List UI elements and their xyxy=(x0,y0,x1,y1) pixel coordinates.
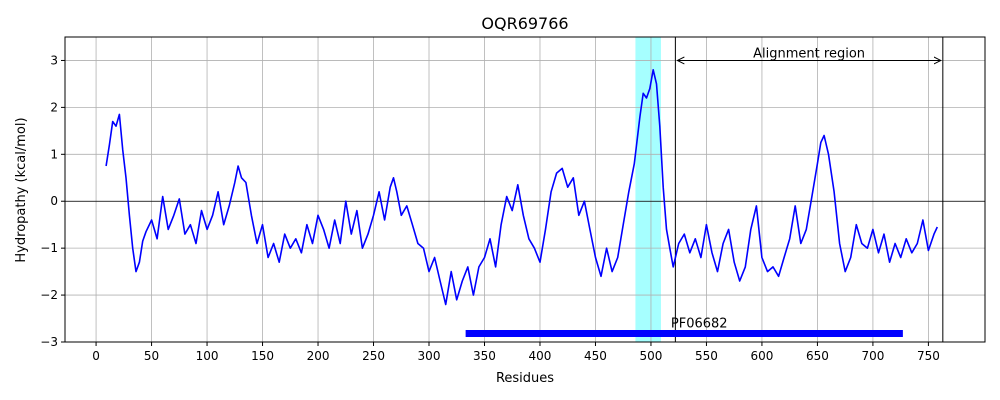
x-axis-label: Residues xyxy=(496,371,554,386)
x-tick-label: 550 xyxy=(695,349,718,363)
y-tick-label: −3 xyxy=(40,335,58,349)
x-tick-label: 700 xyxy=(861,349,884,363)
x-tick-label: 150 xyxy=(251,349,274,363)
x-tick-label: 500 xyxy=(640,349,663,363)
domain-label: PF06682 xyxy=(671,317,728,332)
chart-title: OQR69766 xyxy=(481,14,568,33)
y-axis-label: Hydropathy (kcal/mol) xyxy=(14,117,29,262)
x-tick-label: 50 xyxy=(144,349,159,363)
axes-frame xyxy=(64,36,986,343)
x-tick-label: 0 xyxy=(92,349,100,363)
x-tick-label: 650 xyxy=(806,349,829,363)
y-tick-label: 0 xyxy=(50,194,58,208)
x-tick-label: 450 xyxy=(584,349,607,363)
x-tick-label: 350 xyxy=(473,349,496,363)
x-tick-label: 200 xyxy=(307,349,330,363)
y-tick-label: 2 xyxy=(50,100,58,114)
x-tick-label: 100 xyxy=(196,349,219,363)
x-tick-label: 300 xyxy=(418,349,441,363)
y-tick-label: 3 xyxy=(50,53,58,67)
x-tick-label: 400 xyxy=(529,349,552,363)
x-tick-label: 250 xyxy=(362,349,385,363)
y-tick-label: −2 xyxy=(40,288,58,302)
highlight-region xyxy=(635,37,661,342)
alignment-region-label: Alignment region xyxy=(753,46,865,61)
hydropathy-series-line xyxy=(105,69,939,306)
x-tick-label: 600 xyxy=(750,349,773,363)
x-tick-label: 750 xyxy=(917,349,940,363)
y-tick-label: 1 xyxy=(50,147,58,161)
y-tick-label: −1 xyxy=(40,241,58,255)
